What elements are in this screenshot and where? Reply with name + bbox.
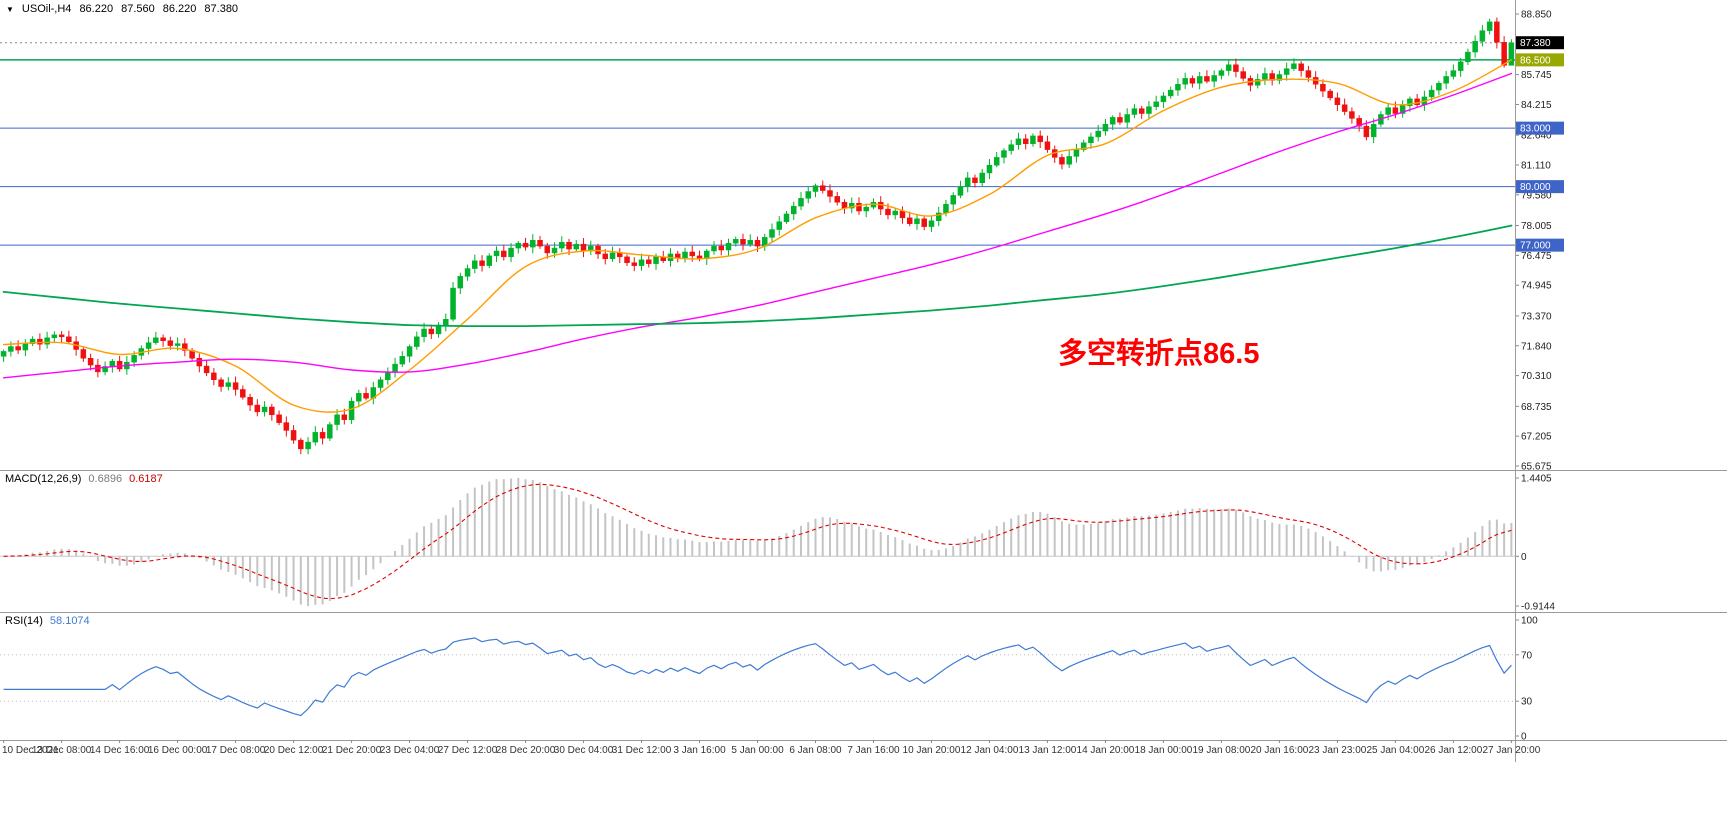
candles-layer[interactable] [0,17,1515,455]
ohlc-low-value: 86.220 [162,3,197,15]
time-tick-label: 26 Jan 12:00 [1424,745,1482,756]
price-tick-label: 67.205 [1521,432,1552,443]
time-tick-label: 30 Dec 04:00 [554,745,614,756]
rsi-name: RSI(14) [5,615,43,627]
ohlc-open-value: 86.220 [79,3,114,15]
price-tick-label: 71.840 [1521,341,1552,352]
time-tick-label: 23 Dec 04:00 [380,745,440,756]
macd-name: MACD(12,26,9) [5,473,82,485]
time-tick-label: 20 Jan 16:00 [1250,745,1308,756]
time-tick-label: 18 Jan 00:00 [1135,745,1193,756]
time-tick-label: 14 Jan 20:00 [1077,745,1135,756]
moving-averages-layer [2,59,1513,413]
macd-indicator-label: MACD(12,26,9) 0.6896 0.6187 [5,473,163,485]
annotation-text[interactable]: 多空转折点86.5 [1058,338,1260,370]
ohlc-close-value: 87.380 [204,3,239,15]
rsi-line [3,637,1512,717]
macd-histogram [9,478,1513,606]
price-line-label: 87.380 [1520,38,1551,49]
time-tick-label: 16 Dec 00:00 [148,745,208,756]
time-tick-label: 25 Jan 04:00 [1366,745,1424,756]
time-tick-label: 3 Jan 16:00 [673,745,726,756]
price-tick-label: 88.850 [1521,10,1552,21]
rsi-value: 58.1074 [49,615,90,627]
ma-mid [2,72,1513,379]
time-tick-label: 31 Dec 12:00 [612,745,672,756]
macd-axis-label: -0.9144 [1521,602,1555,613]
ohlc-high-value: 87.560 [121,3,155,15]
rsi-axis-label: 100 [1521,616,1538,627]
time-tick-label: 23 Jan 23:00 [1308,745,1366,756]
macd-panel[interactable]: 1.4405 0 -0.9144 [0,474,1555,613]
price-tick-label: 79.580 [1521,190,1552,201]
time-tick-label: 27 Dec 12:00 [438,745,498,756]
collapse-arrow-icon[interactable]: ▼ [6,4,14,14]
macd-signal-line [3,483,1512,600]
price-tick-label: 68.735 [1521,402,1552,413]
price-tick-label: 73.370 [1521,311,1552,322]
macd-signal-value: 0.6187 [129,473,163,485]
time-tick-label: 21 Dec 20:00 [322,745,382,756]
price-line-label: 80.000 [1520,182,1551,193]
price-axis[interactable]: 88.850 85.745 84.215 82.640 81.110 79.580 78.0… [1515,10,1564,473]
price-line-label: 83.000 [1520,124,1551,135]
time-tick-label: 7 Jan 16:00 [847,745,900,756]
time-tick-label: 10 Jan 20:00 [903,745,961,756]
macd-axis-label: 1.4405 [1521,474,1552,485]
time-tick-label: 27 Jan 20:00 [1482,745,1540,756]
rsi-indicator-label: RSI(14) 58.1074 [5,615,90,627]
rsi-axis-label: 30 [1521,697,1533,708]
price-tick-label: 85.745 [1521,70,1552,81]
price-tick-label: 74.945 [1521,281,1552,292]
symbol-timeframe-label: USOil-,H4 [21,3,72,15]
horizontal-lines-layer[interactable] [0,59,1515,246]
time-tick-label: 13 Dec 08:00 [32,745,92,756]
macd-axis-label: 0 [1521,552,1527,563]
time-tick-label: 19 Jan 08:00 [1193,745,1251,756]
time-tick-label: 20 Dec 12:00 [264,745,324,756]
price-tick-label: 78.005 [1521,221,1552,232]
rsi-panel[interactable]: 100 70 30 0 [0,616,1538,743]
rsi-axis-label: 70 [1521,650,1533,661]
price-tick-label: 81.110 [1521,160,1551,171]
price-tick-label: 65.675 [1521,462,1552,473]
price-tick-label: 82.640 [1521,131,1552,142]
time-tick-label: 10 Dec 2021 [2,745,59,756]
time-tick-label: 5 Jan 00:00 [731,745,784,756]
rsi-axis-label: 0 [1521,732,1527,743]
time-tick-label: 28 Dec 20:00 [496,745,556,756]
symbol-ohlc-readout: ▼ USOil-,H4 86.220 87.560 86.220 87.380 [6,3,238,15]
price-tick-label: 76.475 [1521,251,1552,262]
time-tick-label: 13 Jan 12:00 [1019,745,1077,756]
ma-fast [2,59,1513,413]
time-tick-label: 17 Dec 08:00 [206,745,266,756]
ma-slow [2,224,1513,328]
price-tick-label: 70.310 [1521,371,1552,382]
price-line-label: 86.500 [1520,55,1551,66]
macd-main-value: 0.6896 [88,473,123,485]
time-tick-label: 6 Jan 08:00 [789,745,842,756]
time-tick-label: 12 Jan 04:00 [961,745,1019,756]
price-tick-label: 84.215 [1521,100,1552,111]
panel-separators [0,0,1727,762]
time-tick-label: 14 Dec 16:00 [90,745,150,756]
price-line-label: 77.000 [1520,241,1551,252]
